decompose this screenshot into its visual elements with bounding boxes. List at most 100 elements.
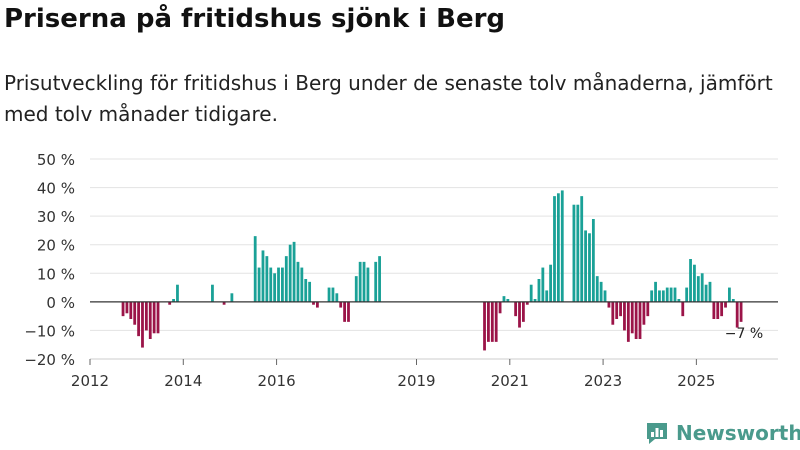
bar-2022-06 [576,204,580,302]
bar-2012-12 [133,301,137,325]
x-tick-label: 2014 [164,372,202,390]
bar-2023-01 [603,290,607,302]
bar-2024-08 [677,299,681,302]
bar-2016-07 [300,267,304,302]
bar-2016-04 [288,244,292,302]
y-axis-ticks: −20 % −10 % 0 % 10 % 20 % 30 % 40 % 50 % [24,151,75,369]
y-tick-label: 50 % [37,151,75,169]
bar-2025-07 [720,301,724,317]
x-tick-label: 2016 [257,372,295,390]
bar-2023-08 [630,301,634,334]
bar-2020-10 [498,301,502,314]
bar-2015-08 [257,267,261,302]
bar-2024-07 [673,287,677,302]
bar-2017-11 [362,261,366,302]
y-tick-label: 10 % [37,265,75,283]
newsworthy-icon [647,423,667,444]
bar-2016-10 [312,301,315,305]
brand-name: Newsworthy [676,421,800,445]
bar-2013-02 [141,301,144,348]
bar-2013-01 [137,301,140,337]
bar-2024-06 [669,287,673,302]
bar-2025-09 [728,287,731,302]
bar-2020-06 [483,301,486,351]
bar-2020-09 [494,301,498,342]
bar-2023-04 [615,301,619,319]
newsworthy-logo: Newsworthy [644,419,800,447]
y-tick-label: 40 % [37,180,75,198]
chart-bars [121,190,743,351]
bar-2015-12 [273,273,277,302]
bar-2013-11 [176,284,179,302]
bar-2022-05 [572,204,576,302]
bar-2021-06 [529,284,533,302]
bar-2017-03 [331,287,335,302]
bar-2021-08 [537,279,541,302]
y-tick-label: 20 % [37,237,75,255]
bar-2023-02 [607,301,611,308]
chart-axes [90,301,778,360]
bar-2025-04 [708,281,712,302]
y-tick-label: −10 % [24,322,75,340]
bar-2016-06 [296,261,300,302]
y-tick-label: −20 % [24,351,75,369]
bar-2025-01 [696,276,700,302]
bar-2013-09 [168,301,172,305]
bar-2017-09 [354,276,358,302]
bar-2016-05 [292,241,296,302]
bar-2013-03 [144,301,148,331]
bar-2016-09 [308,281,312,302]
bar-2021-12 [553,196,556,302]
x-tick-label: 2012 [71,372,109,390]
bar-2022-08 [584,230,587,302]
bar-2012-09 [121,301,125,317]
x-axis-ticks: 2012 2014 2016 2019 2021 2023 2025 [71,359,715,390]
last-value-label: −7 % [725,326,763,342]
bar-2025-05 [712,301,716,319]
bar-2021-03 [518,301,521,328]
x-tick-label: 2023 [584,372,622,390]
x-tick-label: 2019 [397,372,435,390]
bar-2024-03 [658,290,661,302]
bar-2017-02 [327,287,331,302]
bar-2024-04 [661,290,665,302]
bar-2013-04 [148,301,152,339]
bar-2012-11 [129,301,133,319]
y-tick-label: 0 % [46,294,75,312]
bar-2023-12 [646,301,650,317]
bar-2024-01 [650,290,654,302]
bar-2025-12 [739,301,743,322]
bar-2017-10 [358,261,362,302]
bar-2015-01 [230,293,234,302]
bar-2013-06 [156,301,160,334]
x-tick-label: 2025 [677,372,715,390]
bar-2014-08 [211,284,214,302]
bar-2021-07 [533,299,537,302]
bar-2025-03 [704,284,708,302]
bar-2021-11 [549,264,553,302]
bar-2023-06 [623,301,626,331]
chart-title: Priserna på fritidshus sjönk i Berg [4,4,506,34]
bar-2015-10 [265,256,269,302]
bar-2024-05 [665,287,669,302]
bar-2021-02 [514,301,518,317]
bar-2017-06 [343,301,346,322]
bar-2022-12 [599,281,603,302]
bar-2021-10 [545,290,549,302]
bar-2016-02 [281,267,284,302]
bar-2016-11 [315,301,319,308]
bar-2016-01 [277,267,280,302]
bar-2015-09 [261,250,265,302]
bar-2018-02 [374,261,378,302]
bar-2025-10 [731,299,735,302]
bar-2025-11 [735,301,739,328]
bar-2015-11 [269,267,273,302]
bar-2021-09 [541,267,545,302]
bar-2022-01 [556,193,560,302]
chart-annotations: −7 % [725,326,763,342]
bar-2024-12 [693,264,696,302]
bar-2023-03 [611,301,615,325]
bar-2022-07 [580,196,584,302]
bar-2020-08 [490,301,494,342]
